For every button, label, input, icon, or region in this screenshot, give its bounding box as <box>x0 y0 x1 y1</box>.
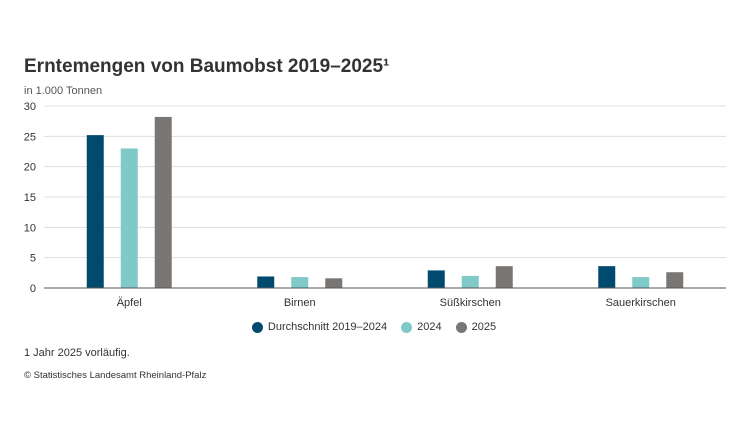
legend-swatch <box>455 321 467 333</box>
bar <box>86 135 104 288</box>
x-tick-label: Äpfel <box>117 297 142 309</box>
y-tick-label: 20 <box>24 162 36 174</box>
grid-lines <box>44 105 726 289</box>
legend-item: Durchschnitt 2019–2024 <box>251 321 388 333</box>
y-tick-label: 15 <box>24 192 36 204</box>
x-tick-label: Süßkirschen <box>440 297 501 309</box>
legend-item: 2025 <box>455 321 497 333</box>
y-tick-label: 30 <box>24 101 36 113</box>
y-tick-label: 25 <box>24 131 36 143</box>
legend-label: Durchschnitt 2019–2024 <box>267 321 388 333</box>
bar <box>495 266 513 288</box>
legend-swatch <box>251 321 263 333</box>
legend-item: 2024 <box>401 321 442 333</box>
legend-label: 2025 <box>471 321 497 333</box>
legend-label: 2024 <box>417 321 442 333</box>
bar <box>291 277 309 288</box>
y-tick-label: 10 <box>24 222 36 234</box>
chart-title: Erntemengen von Baumobst 2019–2025¹ <box>24 56 390 77</box>
bar <box>325 278 343 288</box>
bar <box>598 266 616 288</box>
x-tick-label: Birnen <box>284 297 316 309</box>
y-axis-ticks: 0 5 10 15 20 25 30 <box>24 101 36 295</box>
chart-subtitle: in 1.000 Tonnen <box>24 85 103 97</box>
y-tick-label: 0 <box>30 283 36 295</box>
x-axis-ticks: Äpfel Birnen Süßkirschen Sauerkirschen <box>117 297 676 309</box>
bar <box>257 276 275 288</box>
bar <box>427 270 445 288</box>
y-tick-label: 5 <box>30 253 36 265</box>
x-tick-label: Sauerkirschen <box>606 297 676 309</box>
bars <box>86 116 684 288</box>
bar <box>632 277 650 288</box>
bar <box>666 272 684 288</box>
bar <box>120 148 138 288</box>
source-note: © Statistisches Landesamt Rheinland-Pfal… <box>24 370 207 381</box>
footnote: 1 Jahr 2025 vorläufig. <box>24 347 130 359</box>
bar <box>461 275 479 288</box>
bar <box>154 116 172 288</box>
chart-legend: Durchschnitt 2019–2024 2024 2025 <box>0 321 748 333</box>
legend-swatch <box>401 321 413 333</box>
